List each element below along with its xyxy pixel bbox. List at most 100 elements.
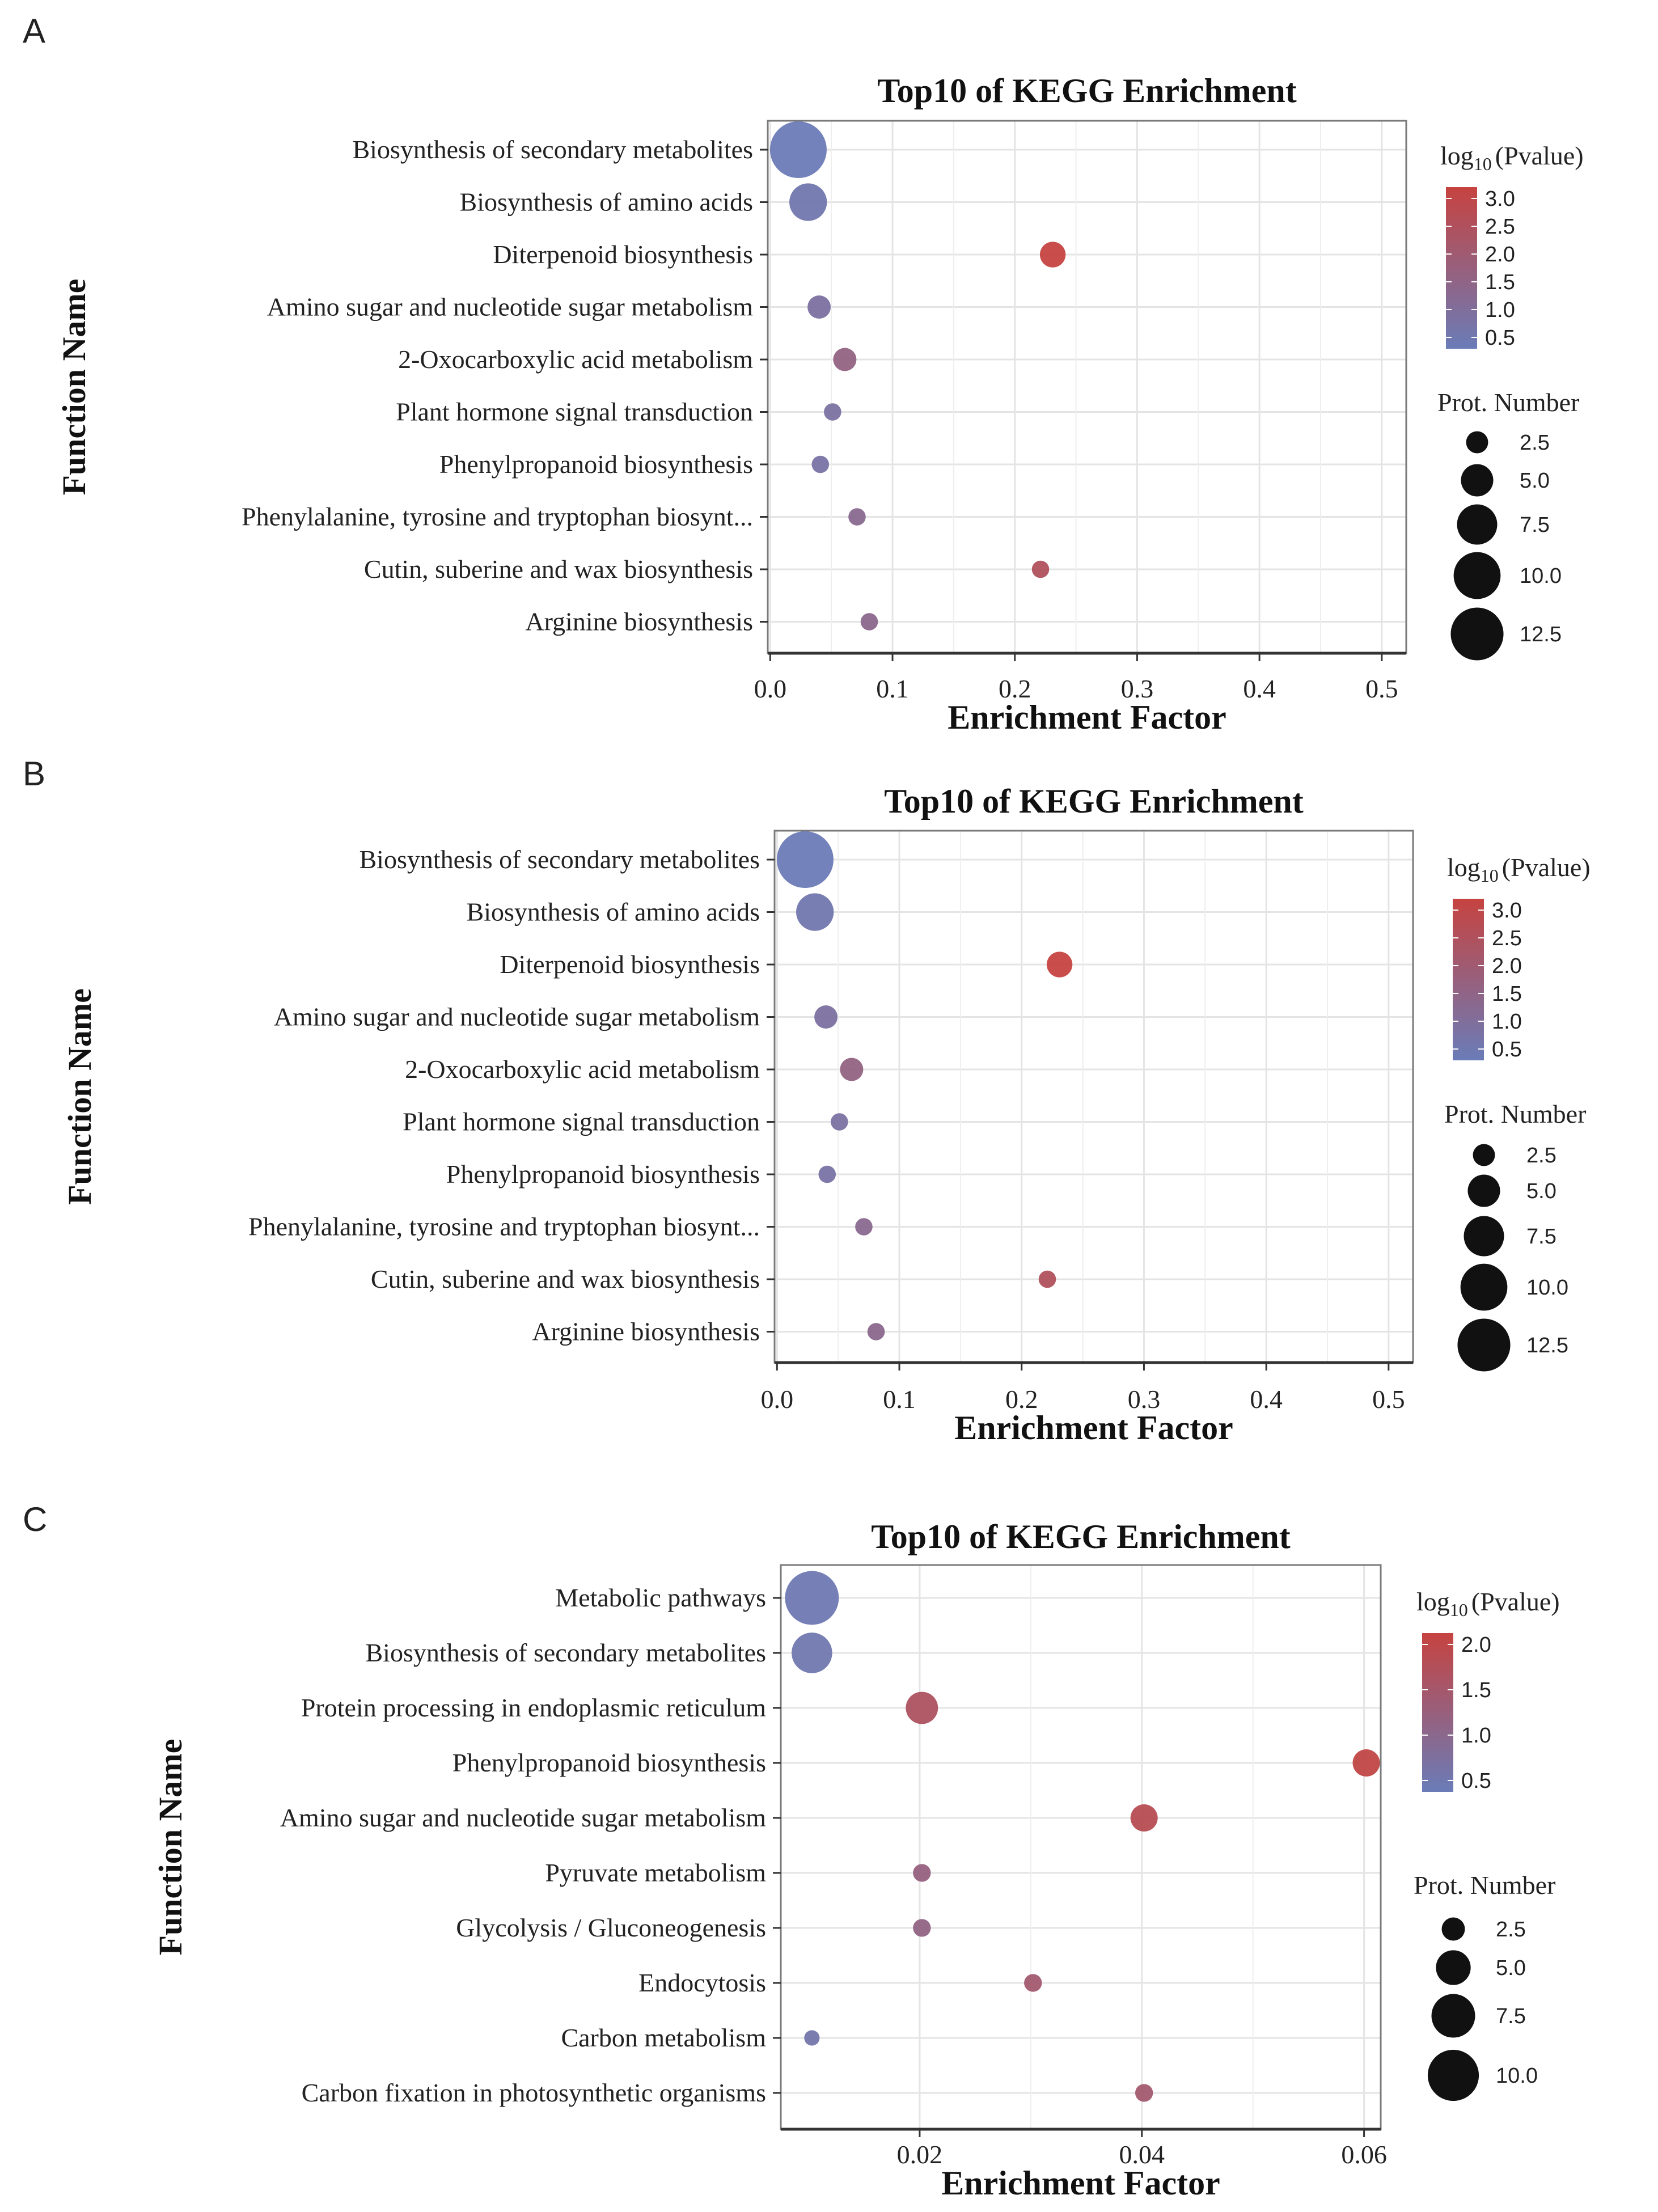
size-legend-label: 2.5 [1496, 1918, 1526, 1942]
size-legend-dot [1431, 1994, 1475, 2038]
data-point [785, 1571, 839, 1625]
category-label: Metabolic pathways [555, 1583, 766, 1612]
size-legend-label: 7.5 [1526, 1225, 1557, 1249]
size-legend-label: 12.5 [1520, 623, 1562, 646]
size-legend-label: 12.5 [1526, 1334, 1568, 1357]
y-axis-label-c: Function Name [152, 1739, 189, 1956]
data-point [769, 121, 827, 179]
color-bar-label: 1.0 [1492, 1010, 1522, 1034]
x-tick-label: 0.02 [897, 2140, 943, 2169]
color-bar-label: 0.5 [1492, 1038, 1522, 1061]
category-label: Arginine biosynthesis [532, 1317, 760, 1346]
data-point [818, 1165, 836, 1183]
data-point [1038, 1270, 1056, 1288]
category-label: Phenylpropanoid biosynthesis [439, 450, 753, 479]
x-tick-label: 0.4 [1250, 1385, 1283, 1414]
data-point [1135, 2084, 1153, 2102]
size-legend-dot [1441, 1917, 1465, 1941]
data-point [831, 1113, 848, 1131]
category-label: Plant hormone signal transduction [403, 1107, 760, 1136]
x-tick-label: 0.3 [1128, 1385, 1161, 1414]
category-label: Arginine biosynthesis [525, 607, 753, 636]
size-legend-dot [1457, 1318, 1511, 1372]
x-tick-label: 0.5 [1372, 1385, 1405, 1414]
panel-letter-a: A [23, 12, 45, 50]
data-point [1031, 560, 1050, 578]
x-tick-label: 0.4 [1243, 674, 1276, 703]
color-bar-label: 2.5 [1492, 927, 1522, 950]
category-label: Diterpenoid biosynthesis [500, 950, 760, 979]
category-label: Phenylalanine, tyrosine and tryptophan b… [242, 502, 753, 531]
x-tick-label: 0.06 [1341, 2140, 1387, 2169]
size-legend-label: 5.0 [1526, 1179, 1557, 1203]
panel-letter-b: B [23, 755, 45, 793]
size-legend-dot [1453, 552, 1501, 599]
size-legend-label: 5.0 [1496, 1956, 1526, 1980]
y-axis-label-a: Function Name [56, 279, 92, 496]
x-tick-label: 0.1 [876, 674, 909, 703]
size-legend-title-c: Prot. Number [1414, 1871, 1555, 1900]
data-point [913, 1919, 931, 1937]
category-label: Phenylpropanoid biosynthesis [446, 1160, 760, 1189]
category-label: Phenylalanine, tyrosine and tryptophan b… [248, 1212, 760, 1241]
category-label: Amino sugar and nucleotide sugar metabol… [267, 293, 753, 322]
data-point [807, 295, 831, 319]
category-label: Diterpenoid biosynthesis [493, 240, 753, 269]
data-point [840, 1058, 864, 1081]
color-bar-label: 2.0 [1461, 1633, 1491, 1657]
category-label: Biosynthesis of secondary metabolites [366, 1638, 767, 1667]
color-bar-label: 1.5 [1492, 982, 1522, 1006]
size-legend-dot [1466, 431, 1488, 454]
category-label: Endocytosis [638, 1968, 766, 1997]
data-point [776, 831, 834, 889]
data-point [814, 1005, 838, 1029]
category-label: Phenylpropanoid biosynthesis [452, 1748, 766, 1777]
data-point [867, 1323, 885, 1340]
size-legend-label: 7.5 [1496, 2004, 1526, 2028]
color-bar-label: 2.0 [1492, 954, 1522, 978]
plot-area-b [775, 831, 1413, 1363]
color-bar-c [1422, 1633, 1453, 1792]
plot-area-c [781, 1565, 1381, 2129]
chart-title-a: Top10 of KEGG Enrichment [877, 72, 1297, 109]
data-point [855, 1218, 873, 1236]
size-legend-label: 2.5 [1526, 1144, 1557, 1168]
size-legend-dot [1461, 464, 1494, 497]
size-legend-title-a: Prot. Number [1437, 388, 1579, 417]
size-legend-dot [1436, 1950, 1471, 1985]
size-legend-label: 2.5 [1520, 431, 1550, 455]
category-label: Cutin, suberine and wax biosynthesis [364, 555, 753, 583]
color-bar-label: 1.5 [1485, 270, 1515, 294]
color-bar-label: 3.0 [1485, 187, 1515, 211]
category-label: 2-Oxocarboxylic acid metabolism [405, 1055, 760, 1084]
size-legend-dot [1467, 1174, 1500, 1207]
data-point [811, 455, 830, 473]
chart-title-b: Top10 of KEGG Enrichment [884, 783, 1304, 820]
category-label: Protein processing in endoplasmic reticu… [301, 1693, 766, 1722]
x-tick-label: 0.04 [1119, 2140, 1165, 2169]
data-point [1046, 951, 1073, 978]
category-label: Biosynthesis of amino acids [460, 188, 753, 217]
size-legend-label: 10.0 [1496, 2064, 1538, 2088]
category-label: Amino sugar and nucleotide sugar metabol… [274, 1003, 760, 1031]
data-point [804, 2030, 820, 2046]
color-legend-title-a: log10 (Pvalue) [1440, 141, 1584, 174]
size-legend-dot [1457, 504, 1498, 545]
data-point [789, 183, 827, 221]
color-legend-title-b: log10 (Pvalue) [1447, 853, 1591, 886]
size-legend-dot [1460, 1263, 1508, 1311]
x-tick-label: 0.5 [1365, 674, 1398, 703]
data-point [848, 508, 866, 526]
color-bar-label: 0.5 [1485, 326, 1515, 350]
x-tick-label: 0.3 [1121, 674, 1154, 703]
size-legend-dot [1450, 607, 1504, 661]
data-point [913, 1864, 931, 1882]
data-point [906, 1691, 938, 1724]
data-point [860, 613, 878, 631]
x-tick-label: 0.2 [999, 674, 1031, 703]
category-label: Carbon metabolism [561, 2023, 766, 2052]
chart-title-c: Top10 of KEGG Enrichment [871, 1518, 1291, 1555]
category-label: Plant hormone signal transduction [396, 397, 753, 426]
color-bar-b [1453, 899, 1484, 1060]
